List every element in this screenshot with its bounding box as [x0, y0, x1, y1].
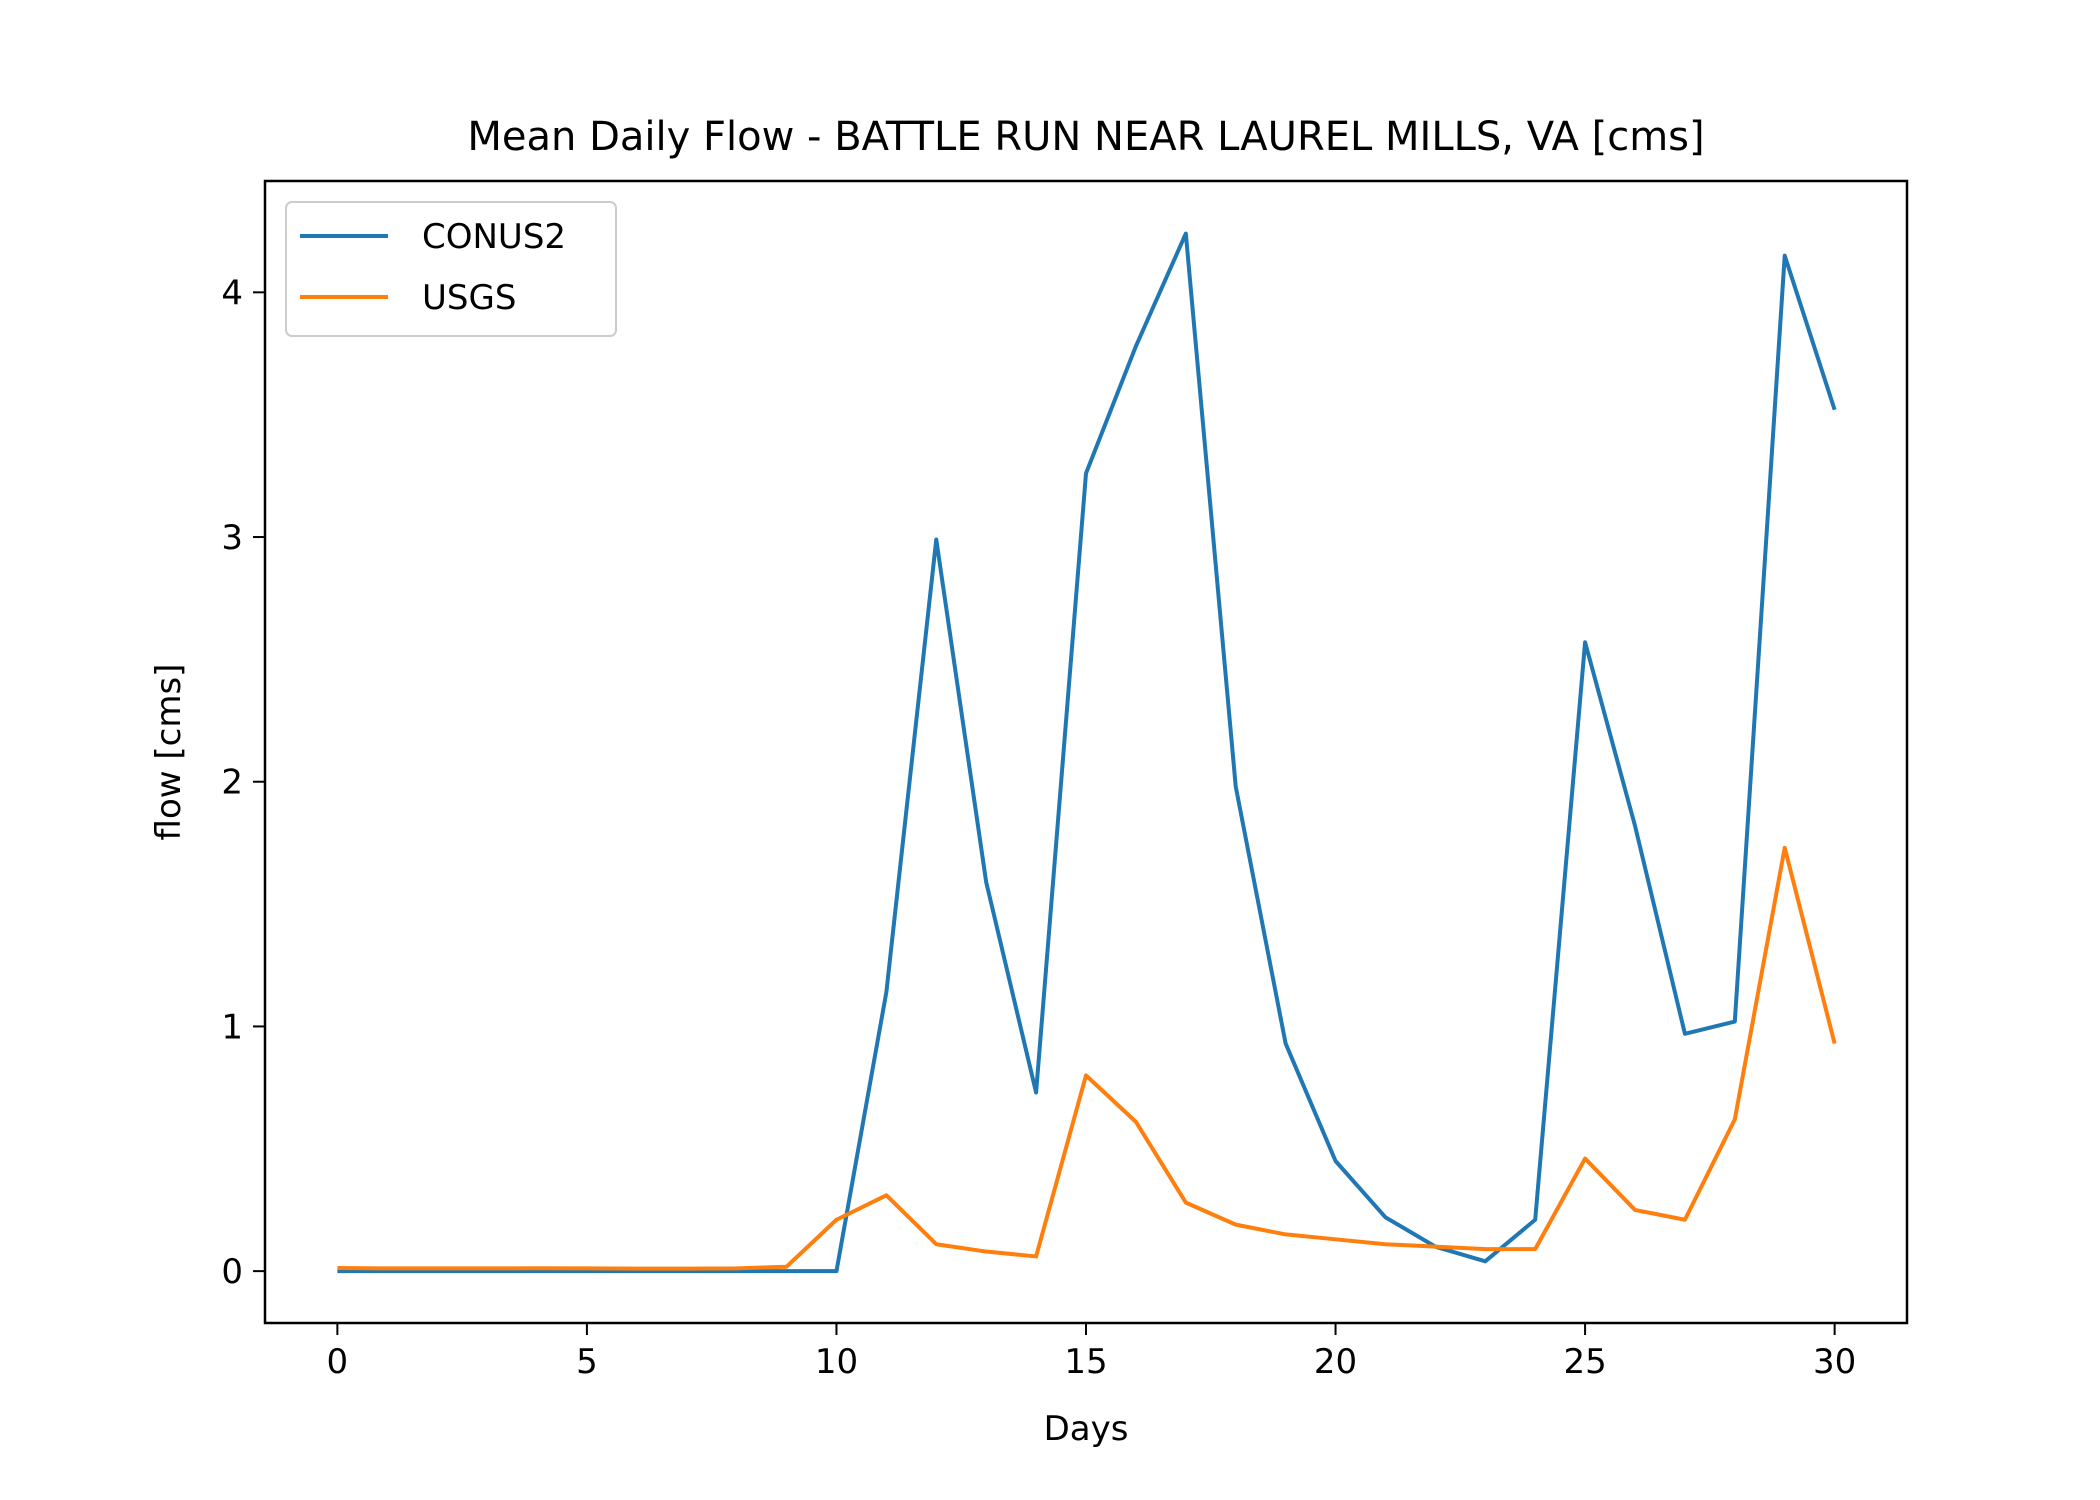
legend-label-conus2: CONUS2	[422, 217, 566, 257]
series-line-usgs	[337, 845, 1837, 1271]
x-tick-label: 5	[576, 1342, 598, 1382]
x-tick-label: 10	[815, 1342, 858, 1382]
y-tick-label: 3	[221, 518, 243, 558]
chart-title: Mean Daily Flow - BATTLE RUN NEAR LAUREL…	[467, 114, 1704, 160]
legend-label-usgs: USGS	[422, 278, 516, 318]
y-tick-label: 4	[221, 273, 243, 313]
x-axis-label: Days	[1044, 1409, 1129, 1449]
series-line-conus2	[337, 231, 1837, 1274]
x-tick-label: 25	[1563, 1342, 1606, 1382]
x-tick-label: 0	[327, 1342, 349, 1382]
legend: CONUS2 USGS	[285, 201, 617, 337]
y-axis: 0 1 2 3 4	[221, 273, 265, 1292]
plot-area-frame	[263, 179, 1909, 1325]
x-axis: 0 5 10 15 20 25 30	[327, 1323, 1856, 1382]
y-tick-label: 2	[221, 763, 243, 803]
y-axis-label: flow [cms]	[149, 664, 189, 841]
x-tick-label: 15	[1064, 1342, 1107, 1382]
y-tick-label: 1	[221, 1007, 243, 1047]
y-tick-label: 0	[221, 1252, 243, 1292]
x-tick-label: 20	[1314, 1342, 1357, 1382]
x-tick-label: 30	[1813, 1342, 1856, 1382]
